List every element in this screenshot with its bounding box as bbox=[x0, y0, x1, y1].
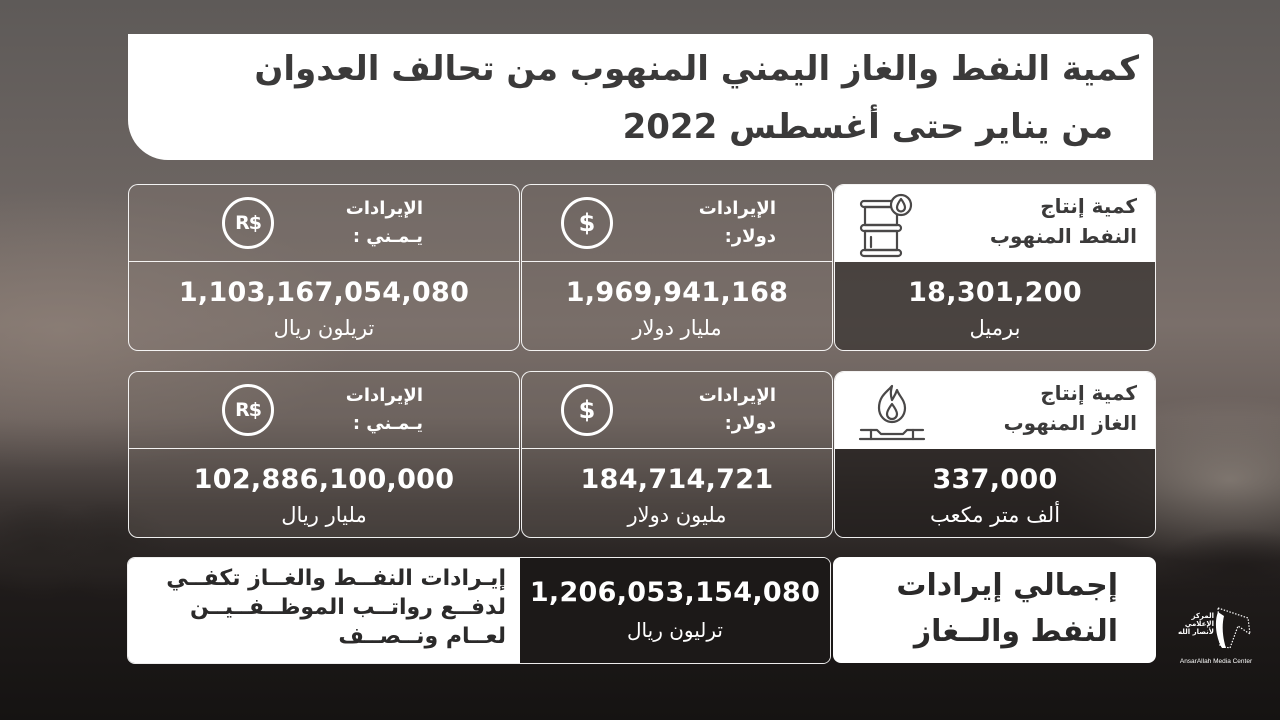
gas-revenue-usd-body: 184,714,721 مليون دولار bbox=[522, 449, 832, 537]
oil-production-body: 18,301,200 برميل bbox=[835, 262, 1155, 350]
label-line-1: كمية إنتاج bbox=[1040, 381, 1137, 405]
oil-revenue-yer-card: R$ الإيرادات يـمـني : 1,103,167,054,080 … bbox=[128, 184, 520, 351]
gas-revenue-usd-card: $ الإيرادات دولار: 184,714,721 مليون دول… bbox=[521, 371, 833, 538]
label-line-2: يـمـني : bbox=[352, 226, 423, 247]
gas-revenue-usd-label: الإيرادات دولار: bbox=[699, 382, 776, 438]
note-line-1: إيـرادات النفــط والغــاز تكفــي bbox=[166, 566, 506, 591]
total-label-line-1: إجمالي إيرادات bbox=[896, 568, 1118, 603]
oil-revenue-yer-label: الإيرادات يـمـني : bbox=[346, 195, 423, 251]
total-revenue-box: 1,206,053,154,080 ترليون ريال إيـرادات ا… bbox=[127, 557, 831, 664]
gas-production-header: كمية إنتاج الغاز المنهوب bbox=[835, 372, 1155, 449]
total-value: 1,206,053,154,080 bbox=[529, 577, 821, 608]
oil-production-value: 18,301,200 bbox=[908, 277, 1082, 308]
label-line-2: دولار: bbox=[724, 413, 776, 434]
gas-revenue-yer-label: الإيرادات يـمـني : bbox=[346, 382, 423, 438]
gas-production-value: 337,000 bbox=[932, 464, 1058, 495]
gas-revenue-usd-value: 184,714,721 bbox=[580, 464, 774, 495]
label-line-1: الإيرادات bbox=[345, 385, 423, 406]
oil-production-unit: برميل bbox=[969, 316, 1021, 340]
oil-revenue-yer-header: R$ الإيرادات يـمـني : bbox=[129, 185, 519, 262]
logo-ar-line-3: لأنصار الله bbox=[1178, 628, 1214, 636]
oil-revenue-usd-unit: مليار دولار bbox=[632, 316, 722, 340]
rial-coin-icon: R$ bbox=[222, 197, 274, 249]
note-line-2: لدفــع رواتــب الموظــفــيــن bbox=[189, 595, 506, 620]
oil-production-card: كمية إنتاج النفط المنهوب 18,301,200 برمي… bbox=[834, 184, 1156, 351]
label-line-2: الغاز المنهوب bbox=[1003, 411, 1137, 435]
oil-revenue-usd-value: 1,969,941,168 bbox=[565, 277, 789, 308]
gas-production-body: 337,000 ألف متر مكعب bbox=[835, 449, 1155, 537]
logo-arabic-text: المركز الإعلامي لأنصار الله bbox=[1178, 612, 1214, 636]
note-line-3: لعــام ونــصــف bbox=[338, 624, 506, 649]
label-line-1: الإيرادات bbox=[698, 198, 776, 219]
dollar-coin-icon: $ bbox=[561, 197, 613, 249]
oil-revenue-usd-body: 1,969,941,168 مليار دولار bbox=[522, 262, 832, 350]
title-box: كمية النفط والغاز اليمني المنهوب من تحال… bbox=[128, 34, 1153, 160]
oil-barrel-icon bbox=[859, 193, 913, 258]
oil-revenue-yer-value: 1,103,167,054,080 bbox=[178, 277, 470, 308]
label-line-2: دولار: bbox=[724, 226, 776, 247]
label-line-2: النفط المنهوب bbox=[989, 224, 1137, 248]
rial-coin-icon: R$ bbox=[222, 384, 274, 436]
gas-flame-icon bbox=[858, 384, 926, 441]
oil-production-label: كمية إنتاج النفط المنهوب bbox=[990, 191, 1137, 251]
dollar-coin-icon: $ bbox=[561, 384, 613, 436]
gas-production-label: كمية إنتاج الغاز المنهوب bbox=[1004, 378, 1137, 438]
oil-revenue-yer-body: 1,103,167,054,080 تريلون ريال bbox=[129, 262, 519, 350]
oil-revenue-yer-unit: تريلون ريال bbox=[273, 316, 375, 340]
oil-production-header: كمية إنتاج النفط المنهوب bbox=[835, 185, 1155, 262]
oil-revenue-usd-card: $ الإيرادات دولار: 1,969,941,168 مليار د… bbox=[521, 184, 833, 351]
title-line-1: كمية النفط والغاز اليمني المنهوب من تحال… bbox=[254, 49, 1139, 89]
gas-revenue-yer-value: 102,886,100,000 bbox=[193, 464, 455, 495]
gas-revenue-yer-body: 102,886,100,000 مليار ريال bbox=[129, 449, 519, 537]
label-line-2: يـمـني : bbox=[352, 413, 423, 434]
gas-revenue-usd-header: $ الإيرادات دولار: bbox=[522, 372, 832, 449]
label-line-1: الإيرادات bbox=[345, 198, 423, 219]
logo-emblem-icon bbox=[1215, 607, 1251, 649]
oil-revenue-usd-label: الإيرادات دولار: bbox=[699, 195, 776, 251]
label-line-1: كمية إنتاج bbox=[1040, 194, 1137, 218]
gas-revenue-yer-header: R$ الإيرادات يـمـني : bbox=[129, 372, 519, 449]
total-revenue-label: إجمالي إيرادات النفط والــغاز bbox=[833, 557, 1156, 663]
gas-revenue-yer-card: R$ الإيرادات يـمـني : 102,886,100,000 مل… bbox=[128, 371, 520, 538]
total-value-cell: 1,206,053,154,080 ترليون ريال bbox=[520, 558, 830, 663]
title-line-2: من يناير حتى أغسطس 2022 bbox=[622, 107, 1113, 147]
logo-ar-line-2: الإعلامي bbox=[1184, 620, 1214, 628]
oil-revenue-usd-header: $ الإيرادات دولار: bbox=[522, 185, 832, 262]
ansarallah-media-logo: المركز الإعلامي لأنصار الله AnsarAllah M… bbox=[1168, 600, 1264, 670]
label-line-1: الإيرادات bbox=[698, 385, 776, 406]
total-unit: ترليون ريال bbox=[627, 618, 723, 642]
gas-production-unit: ألف متر مكعب bbox=[929, 503, 1061, 527]
gas-revenue-yer-unit: مليار ريال bbox=[281, 503, 367, 527]
total-note: إيـرادات النفــط والغــاز تكفــي لدفــع … bbox=[128, 558, 520, 663]
gas-revenue-usd-unit: مليون دولار bbox=[627, 503, 727, 527]
logo-english-text: AnsarAllah Media Center bbox=[1179, 658, 1253, 665]
logo-ar-line-1: المركز bbox=[1191, 612, 1214, 620]
gas-production-card: كمية إنتاج الغاز المنهوب 337,000 ألف متر… bbox=[834, 371, 1156, 538]
total-label-line-2: النفط والــغاز bbox=[913, 614, 1118, 649]
